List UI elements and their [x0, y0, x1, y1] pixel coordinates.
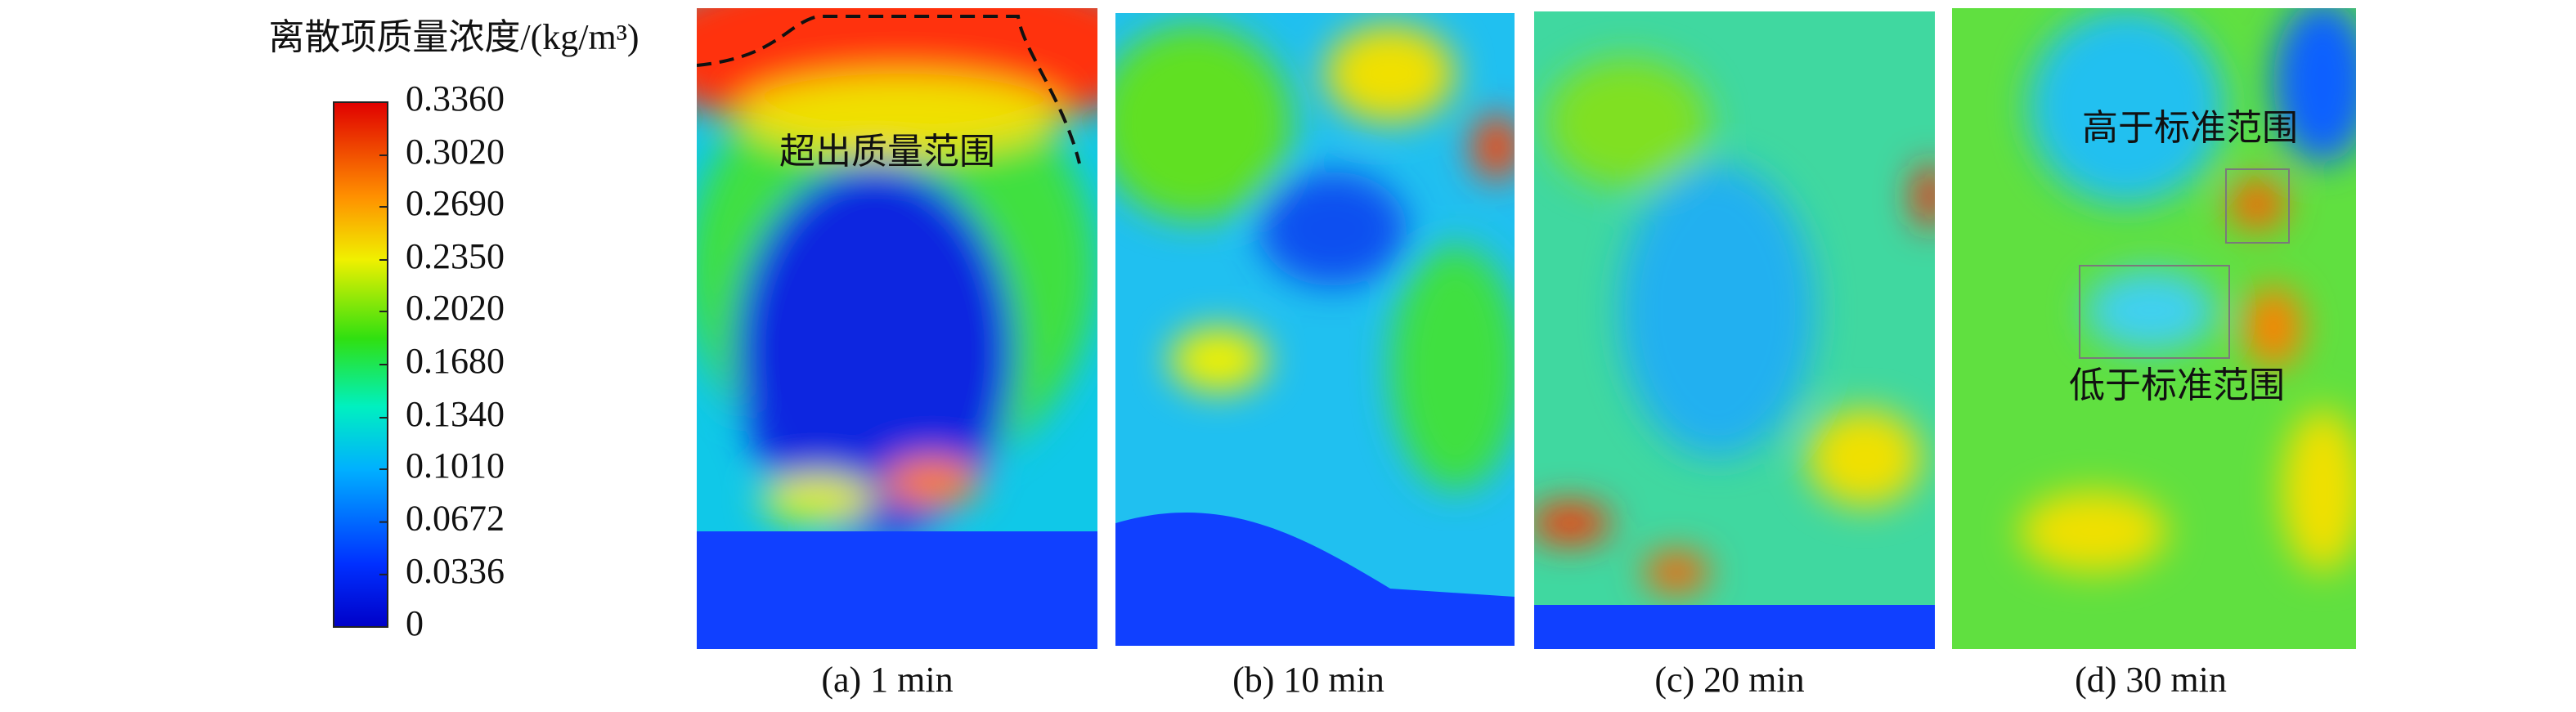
annotation: 超出质量范围 — [779, 132, 995, 172]
colorbar — [333, 101, 388, 628]
panel-caption: (a) 1 min — [821, 660, 953, 700]
annotation: 高于标准范围 — [2082, 108, 2298, 148]
panel-caption: (c) 20 min — [1654, 660, 1804, 700]
field-panel — [1952, 8, 2356, 649]
colorbar-tick-label: 0.2350 — [406, 236, 505, 276]
colorbar-tick-label: 0.3020 — [406, 132, 505, 172]
colorbar-tick-label: 0 — [406, 603, 424, 643]
field-panel — [697, 8, 1097, 649]
colorbar-tick-label: 0.0336 — [406, 551, 505, 591]
colorbar-tick-label: 0.2690 — [406, 183, 505, 223]
colorbar-tick-label: 0.2020 — [406, 288, 505, 328]
annotation: 低于标准范围 — [2069, 365, 2285, 405]
highlight-box — [2079, 265, 2230, 359]
colorbar-tick-label: 0.1010 — [406, 446, 505, 486]
field-panel — [1534, 11, 1935, 649]
colorbar-tick-label: 0.0672 — [406, 499, 505, 539]
colorbar-tick-label: 0.1680 — [406, 341, 505, 381]
panel-caption: (d) 30 min — [2075, 660, 2227, 700]
panel-caption: (b) 10 min — [1232, 660, 1384, 700]
colorbar-tick-label: 0.3360 — [406, 78, 505, 119]
field-panel — [1115, 13, 1515, 646]
colorbar-tick-label: 0.1340 — [406, 394, 505, 434]
colorbar-title: 离散项质量浓度/(kg/m³) — [268, 17, 639, 57]
highlight-box — [2225, 168, 2290, 244]
